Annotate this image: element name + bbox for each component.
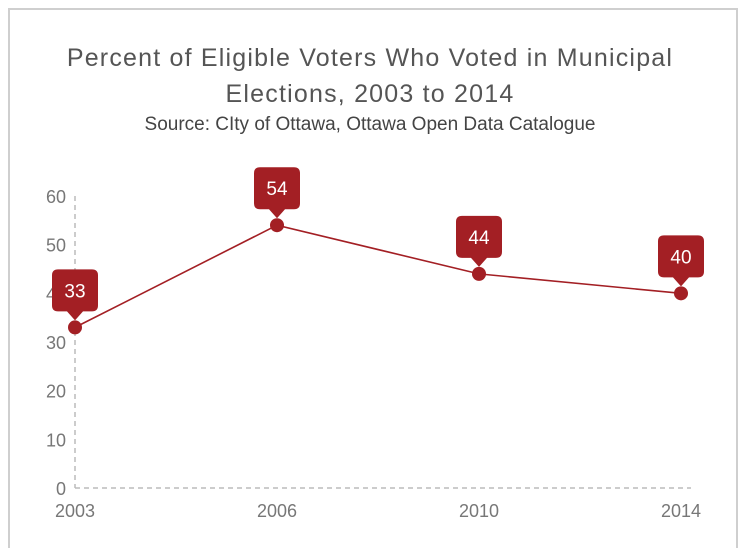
chart-title-line1: Percent of Eligible Voters Who Voted in … <box>66 44 674 72</box>
y-tick-label: 50 <box>46 236 66 256</box>
data-label: 33 <box>64 281 85 302</box>
data-label-callout: 33 <box>52 269 98 321</box>
data-point <box>674 286 688 301</box>
data-point <box>270 218 284 233</box>
chart-subtitle: Source: CIty of Ottawa, Ottawa Open Data… <box>144 114 596 135</box>
x-tick-label: 2003 <box>55 501 95 521</box>
x-tick-label: 2010 <box>459 501 499 521</box>
data-label: 44 <box>468 228 490 249</box>
chart-title-line2: Elections, 2003 to 2014 <box>225 80 515 108</box>
data-point <box>68 320 82 335</box>
callout-bubble <box>658 235 704 287</box>
chart-title: Percent of Eligible Voters Who Voted in … <box>0 40 740 112</box>
y-tick-label: 60 <box>46 187 66 207</box>
callout-bubble <box>52 269 98 321</box>
data-label-callout: 40 <box>658 235 704 287</box>
y-tick-label: 10 <box>46 430 66 450</box>
data-label: 40 <box>670 247 691 268</box>
y-tick-label: 20 <box>46 382 66 402</box>
x-tick-label: 2014 <box>661 501 701 521</box>
y-tick-label: 0 <box>56 479 66 499</box>
y-tick-label: 30 <box>46 333 66 353</box>
data-label-callout: 44 <box>456 215 502 267</box>
data-label-callout: 54 <box>254 167 300 219</box>
data-point <box>472 266 486 281</box>
callout-bubble <box>456 215 502 267</box>
chart-frame <box>8 8 738 548</box>
x-tick-label: 2006 <box>257 501 297 521</box>
series-line <box>74 224 682 329</box>
data-label: 54 <box>266 179 288 200</box>
callout-bubble <box>254 167 300 219</box>
